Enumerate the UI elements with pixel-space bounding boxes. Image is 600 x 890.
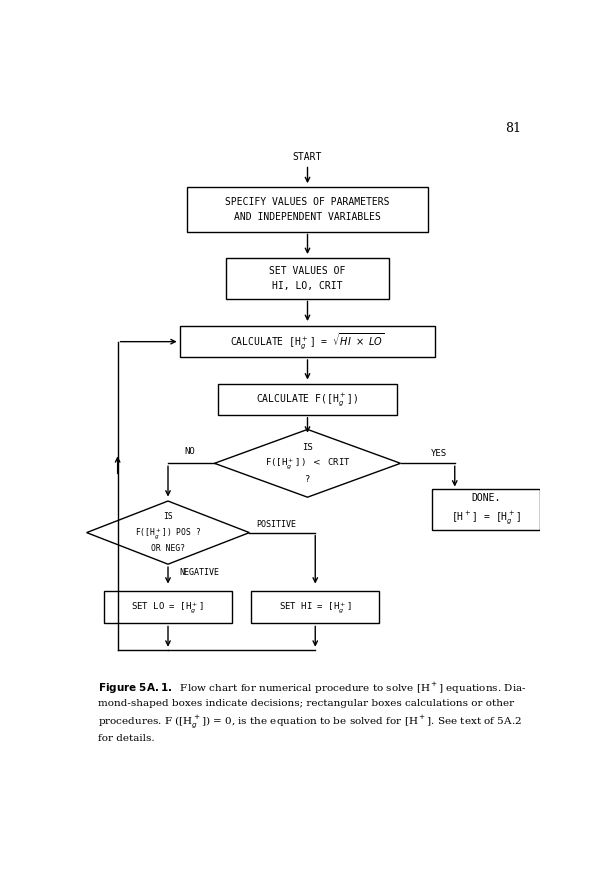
Bar <box>187 187 428 231</box>
Bar <box>104 591 232 624</box>
Bar <box>251 591 379 624</box>
Text: POSITIVE: POSITIVE <box>257 521 296 530</box>
Text: SET VALUES OF
HI, LO, CRIT: SET VALUES OF HI, LO, CRIT <box>269 266 346 291</box>
Polygon shape <box>86 501 250 564</box>
Text: 81: 81 <box>505 122 521 135</box>
Text: IS
F([$\mathregular{H}^+_g$]) $<$ CRIT
?: IS F([$\mathregular{H}^+_g$]) $<$ CRIT ? <box>265 443 350 484</box>
Text: YES: YES <box>431 449 448 457</box>
Text: DONE.
[$\mathregular{H}^+$] = [$\mathregular{H}^+_g$]: DONE. [$\mathregular{H}^+$] = [$\mathreg… <box>451 493 521 526</box>
Text: START: START <box>293 152 322 162</box>
Text: CALCULATE F([$\mathregular{H}^+_g$]): CALCULATE F([$\mathregular{H}^+_g$]) <box>256 391 359 408</box>
Text: SET LO = [$\mathregular{H}^+_g$]: SET LO = [$\mathregular{H}^+_g$] <box>131 600 205 615</box>
Bar <box>431 490 540 530</box>
Text: SPECIFY VALUES OF PARAMETERS
AND INDEPENDENT VARIABLES: SPECIFY VALUES OF PARAMETERS AND INDEPEN… <box>225 197 390 222</box>
Text: CALCULATE [$\mathregular{H}^+_g$] = $\sqrt{HI\ \times\ LO}$: CALCULATE [$\mathregular{H}^+_g$] = $\sq… <box>230 332 385 352</box>
Bar <box>179 327 436 357</box>
Bar <box>226 258 389 298</box>
Text: SET HI = [$\mathregular{H}^+_g$]: SET HI = [$\mathregular{H}^+_g$] <box>278 600 352 615</box>
Bar <box>218 384 397 415</box>
Text: NO: NO <box>184 448 195 457</box>
Text: NEGATIVE: NEGATIVE <box>179 568 220 577</box>
Polygon shape <box>215 430 401 498</box>
Text: $\bf{Figure\ 5A.1.}$  Flow chart for numerical procedure to solve [H$^+$] equati: $\bf{Figure\ 5A.1.}$ Flow chart for nume… <box>98 681 527 742</box>
Text: IS
F([$\mathregular{H}^+_g$]) POS ?
OR NEG?: IS F([$\mathregular{H}^+_g$]) POS ? OR N… <box>135 512 201 553</box>
